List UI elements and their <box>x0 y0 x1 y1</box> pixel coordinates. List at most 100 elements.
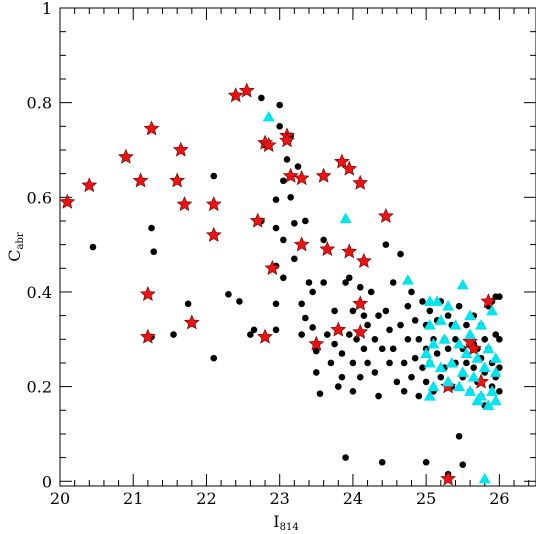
data-points <box>59 82 503 486</box>
data-point-circle <box>320 279 327 286</box>
data-point-circle <box>496 364 503 371</box>
data-point-circle <box>250 326 258 334</box>
data-point-circle <box>408 288 415 296</box>
y-axis-label-sub: abr <box>15 232 26 249</box>
data-point-circle <box>302 314 309 322</box>
data-point-circle <box>313 369 320 376</box>
data-point-star <box>330 321 347 337</box>
axis-ticks <box>59 7 536 486</box>
data-point-star <box>249 212 266 228</box>
x-axis-label: I814 <box>273 512 298 533</box>
data-point-circle <box>276 101 283 109</box>
data-point-circle <box>397 321 404 329</box>
data-point-circle <box>342 454 349 461</box>
data-point-circle <box>496 335 503 343</box>
data-point-circle <box>236 298 243 305</box>
data-point-star <box>334 153 350 169</box>
data-point-circle <box>247 331 254 338</box>
data-point-triangle <box>478 361 491 373</box>
data-point-circle <box>302 217 309 225</box>
plot-frame <box>59 7 536 487</box>
data-point-circle <box>419 298 426 305</box>
data-point-circle <box>309 324 316 331</box>
data-point-circle <box>349 307 357 315</box>
data-point-star <box>315 167 332 183</box>
data-point-triangle <box>453 338 466 349</box>
data-point-circle <box>364 359 371 367</box>
data-point-circle <box>334 383 342 390</box>
data-point-circle <box>378 345 386 353</box>
data-point-circle <box>437 373 445 381</box>
data-point-circle <box>349 388 357 395</box>
data-point-triangle <box>445 356 458 368</box>
data-point-star <box>293 236 310 252</box>
data-point-triangle <box>486 385 499 396</box>
data-point-star <box>465 340 482 356</box>
y-tick-label: 1 <box>42 0 52 18</box>
data-point-circle <box>360 312 368 319</box>
data-point-star <box>257 328 273 344</box>
data-point-circle <box>283 156 291 163</box>
data-point-circle <box>150 248 158 256</box>
y-tick-label: 0 <box>42 472 52 491</box>
data-point-triangle <box>339 212 352 224</box>
data-point-circle <box>404 335 412 343</box>
data-point-triangle <box>456 366 469 377</box>
data-point-star <box>81 177 98 193</box>
data-point-circle <box>455 433 463 440</box>
data-point-circle <box>422 459 430 466</box>
data-point-star <box>352 295 369 311</box>
data-point-circle <box>356 373 364 381</box>
data-point-star <box>132 172 149 188</box>
data-point-triangle <box>262 110 275 122</box>
data-point-star <box>183 314 200 330</box>
data-point-triangle <box>478 472 491 484</box>
data-point-circle <box>349 359 357 367</box>
data-point-circle <box>367 288 375 296</box>
data-point-star <box>169 172 186 188</box>
data-point-star <box>282 167 299 183</box>
data-point-star <box>176 196 193 212</box>
data-point-circle <box>375 392 382 400</box>
data-point-circle <box>375 312 382 319</box>
data-point-circle <box>452 335 459 343</box>
data-point-triangle <box>471 394 484 406</box>
data-point-star <box>279 132 295 148</box>
data-point-star <box>341 160 358 176</box>
data-point-triangle <box>427 338 440 349</box>
data-point-star <box>319 241 336 257</box>
data-point-circle <box>287 194 294 201</box>
x-tick-label: 26 <box>489 489 509 508</box>
data-point-circle <box>444 345 452 353</box>
data-point-circle <box>272 196 280 203</box>
data-point-circle <box>338 373 346 381</box>
data-point-circle <box>184 300 192 308</box>
data-point-triangle <box>423 319 436 330</box>
data-point-circle <box>276 123 283 130</box>
data-point-triangle <box>489 352 502 363</box>
data-point-circle <box>382 241 390 248</box>
data-point-triangle <box>449 319 462 330</box>
data-point-circle <box>364 321 371 329</box>
x-tick-label: 23 <box>270 489 290 508</box>
data-point-circle <box>360 345 368 353</box>
data-point-star <box>352 174 369 190</box>
data-point-triangle <box>420 347 433 358</box>
data-point-star <box>440 470 456 486</box>
data-point-circle <box>291 220 298 227</box>
data-point-circle <box>280 177 287 185</box>
data-point-circle <box>331 340 338 348</box>
data-point-triangle <box>464 385 477 396</box>
data-point-circle <box>415 335 423 343</box>
data-point-circle <box>404 302 412 310</box>
data-point-circle <box>419 364 426 371</box>
data-point-triangle <box>464 328 477 340</box>
data-point-circle <box>393 378 401 386</box>
data-point-circle <box>459 461 467 469</box>
data-point-circle <box>496 388 503 395</box>
data-point-triangle <box>431 295 444 306</box>
data-point-star <box>140 328 156 344</box>
data-point-triangle <box>486 304 499 316</box>
data-point-circle <box>400 359 408 367</box>
data-point-star <box>480 293 497 309</box>
